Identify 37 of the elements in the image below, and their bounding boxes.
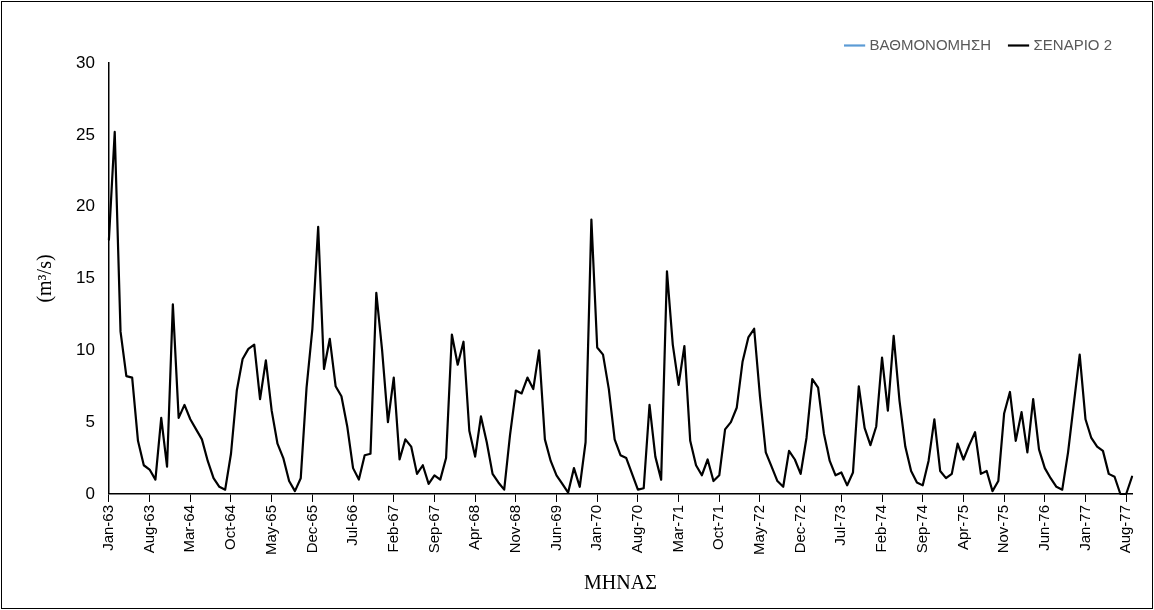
x-tick-label: May-65 — [261, 504, 279, 556]
x-tick-label: Mar-71 — [668, 504, 686, 553]
x-tick-label: Jan-70 — [587, 504, 605, 551]
legend-label: ΣΕΝΑΡΙΟ 2 — [1033, 35, 1112, 53]
y-tick-label: 5 — [85, 411, 95, 431]
x-tick-label: Apr-75 — [953, 504, 971, 551]
x-tick-label: May-72 — [750, 504, 768, 556]
y-axis-title: (m³/s) — [33, 254, 57, 303]
x-tick-label: Oct-71 — [709, 504, 727, 550]
x-tick-label: Mar-64 — [180, 504, 198, 553]
x-tick-label: Jan-63 — [99, 504, 117, 551]
x-tick-label: Jan-77 — [1075, 504, 1093, 551]
x-tick-label: Jun-76 — [1034, 504, 1052, 551]
y-tick-label: 10 — [75, 340, 95, 360]
x-tick-label: Dec-72 — [790, 504, 808, 554]
y-tick-label: 15 — [75, 268, 95, 288]
x-tick-label: Aug-63 — [139, 504, 157, 554]
x-tick-label: Dec-65 — [302, 504, 320, 554]
x-tick-label: Aug-70 — [628, 504, 646, 554]
legend-label: ΒΑΘΜΟΝΟΜΗΣΗ — [869, 35, 992, 53]
x-tick-label: Feb-67 — [383, 504, 401, 553]
x-axis-title: ΜΗΝΑΣ — [584, 571, 657, 594]
x-tick-label: Aug-77 — [1116, 504, 1134, 554]
y-tick-label: 20 — [75, 196, 95, 216]
x-tick-label: Apr-68 — [465, 504, 483, 551]
x-tick-label: Nov-68 — [505, 504, 523, 554]
x-tick-label: Oct-64 — [221, 504, 239, 550]
y-tick-label: 30 — [75, 52, 95, 72]
x-tick-label: Feb-74 — [872, 504, 890, 553]
x-tick-label: Jul-73 — [831, 504, 849, 546]
y-tick-label: 25 — [75, 124, 95, 144]
x-tick-label: Sep-67 — [424, 504, 442, 554]
x-tick-label: Jun-69 — [546, 504, 564, 551]
x-tick-label: Jul-66 — [343, 504, 361, 546]
x-tick-label: Sep-74 — [912, 504, 930, 554]
x-tick-label: Nov-75 — [994, 504, 1012, 554]
y-tick-label: 0 — [85, 483, 95, 503]
